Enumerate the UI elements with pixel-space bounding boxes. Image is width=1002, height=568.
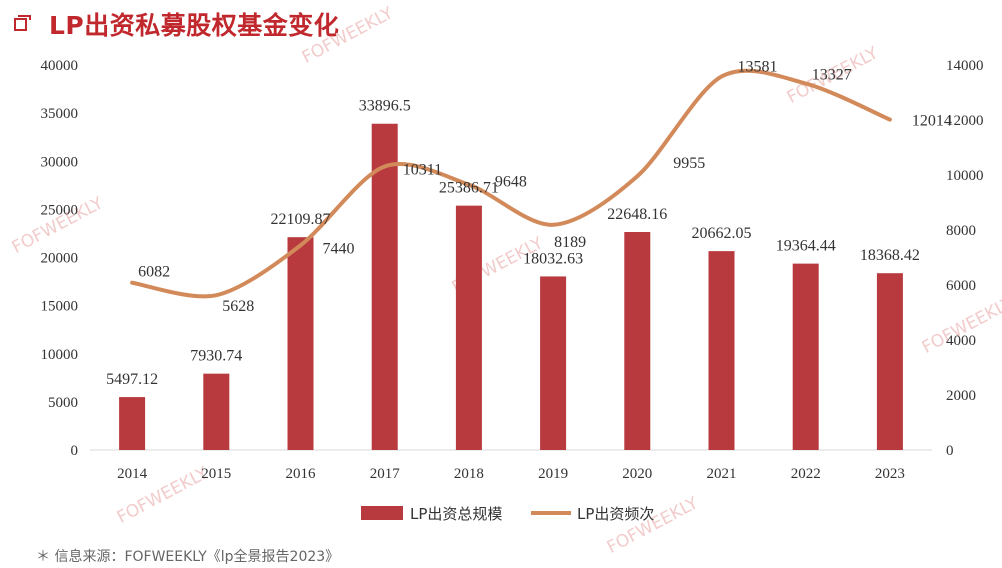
y-left-tick-label: 25000 [41, 202, 79, 218]
bar [455, 205, 482, 450]
line-value-label: 7440 [323, 240, 355, 257]
y-right-tick-label: 2000 [946, 388, 976, 404]
legend-bar-label: LP出资总规模 [410, 505, 502, 523]
line-value-label: 5628 [222, 298, 254, 315]
y-right-tick-label: 14000 [946, 58, 984, 74]
frequency-line [130, 68, 892, 299]
bar-value-label: 25386.71 [439, 180, 499, 197]
line-value-label: 8189 [554, 234, 586, 251]
x-tick-label: 2016 [286, 466, 317, 482]
bar [119, 397, 146, 450]
bar-value-label: 7930.74 [190, 348, 242, 365]
legend-bar-swatch [361, 506, 403, 520]
x-tick-label: 2014 [117, 466, 148, 482]
checkbox-icon [14, 14, 31, 31]
bar-value-label: 19364.44 [776, 238, 836, 255]
bar-series [119, 123, 903, 450]
bar-value-label: 22109.87 [271, 211, 331, 228]
x-tick-label: 2017 [370, 466, 401, 482]
bar-value-label: 18032.63 [523, 250, 583, 267]
x-tick-label: 2018 [454, 466, 484, 482]
chart-header: LP出资私募股权基金变化 [14, 6, 339, 42]
bar [371, 123, 398, 450]
x-tick-label: 2022 [791, 466, 821, 482]
bar [876, 273, 903, 450]
y-right-tick-label: 10000 [946, 168, 984, 184]
y-right-tick-label: 0 [946, 443, 954, 459]
bar [792, 263, 819, 450]
y-left-tick-label: 30000 [41, 154, 79, 170]
line-value-label: 6082 [138, 264, 170, 281]
watermark-text: FOFWEEKLY [299, 3, 397, 68]
x-tick-label: 2023 [875, 466, 905, 482]
y-left-tick-label: 5000 [48, 395, 78, 411]
line-value-label: 9955 [673, 155, 705, 172]
bar [708, 251, 735, 450]
line-series [130, 68, 892, 299]
watermark-text: FOFWEEKLY [604, 493, 702, 558]
y-right-tick-label: 12000 [946, 113, 984, 129]
line-value-label: 13327 [812, 67, 852, 84]
x-tick-label: 2015 [201, 466, 231, 482]
line-value-label: 12014 [912, 113, 952, 130]
line-value-label: 10311 [403, 161, 442, 178]
bar [540, 276, 567, 450]
y-right-tick-label: 6000 [946, 278, 976, 294]
line-value-label: 13581 [738, 59, 778, 76]
data-labels: 5497.12 7930.74 22109.87 33896.5 25386.71 180… [106, 59, 952, 389]
bar-value-label: 20662.05 [692, 225, 752, 242]
bar-value-label: 22648.16 [607, 206, 667, 223]
bar [287, 237, 314, 450]
legend: LP出资总规模 LP出资频次 [361, 505, 654, 523]
line-value-label: 9648 [495, 174, 527, 191]
bar-value-label: 18368.42 [860, 247, 920, 264]
x-tick-label: 2019 [538, 466, 568, 482]
y-right-tick-label: 8000 [946, 223, 976, 239]
x-tick-label: 2020 [622, 466, 652, 482]
bar [624, 232, 651, 450]
bar-value-label: 33896.5 [359, 98, 411, 115]
legend-line-label: LP出资频次 [577, 505, 654, 523]
y-left-tick-label: 20000 [41, 251, 79, 267]
y-left-tick-label: 0 [71, 443, 79, 459]
bar-value-label: 5497.12 [106, 371, 158, 388]
source-note: ＊ 信息来源：FOFWEEKLY《lp全景报告2023》 [36, 549, 340, 565]
y-left-tick-label: 35000 [41, 106, 79, 122]
y-right-tick-label: 4000 [946, 333, 976, 349]
bar [203, 373, 230, 450]
y-left-tick-label: 10000 [41, 347, 79, 363]
x-tick-label: 2021 [707, 466, 737, 482]
y-left-tick-label: 40000 [41, 58, 79, 74]
chart-title: LP出资私募股权基金变化 [49, 11, 340, 40]
y-left-tick-label: 15000 [41, 299, 79, 315]
axes: 0500010000150002000025000300003500040000… [41, 58, 984, 482]
